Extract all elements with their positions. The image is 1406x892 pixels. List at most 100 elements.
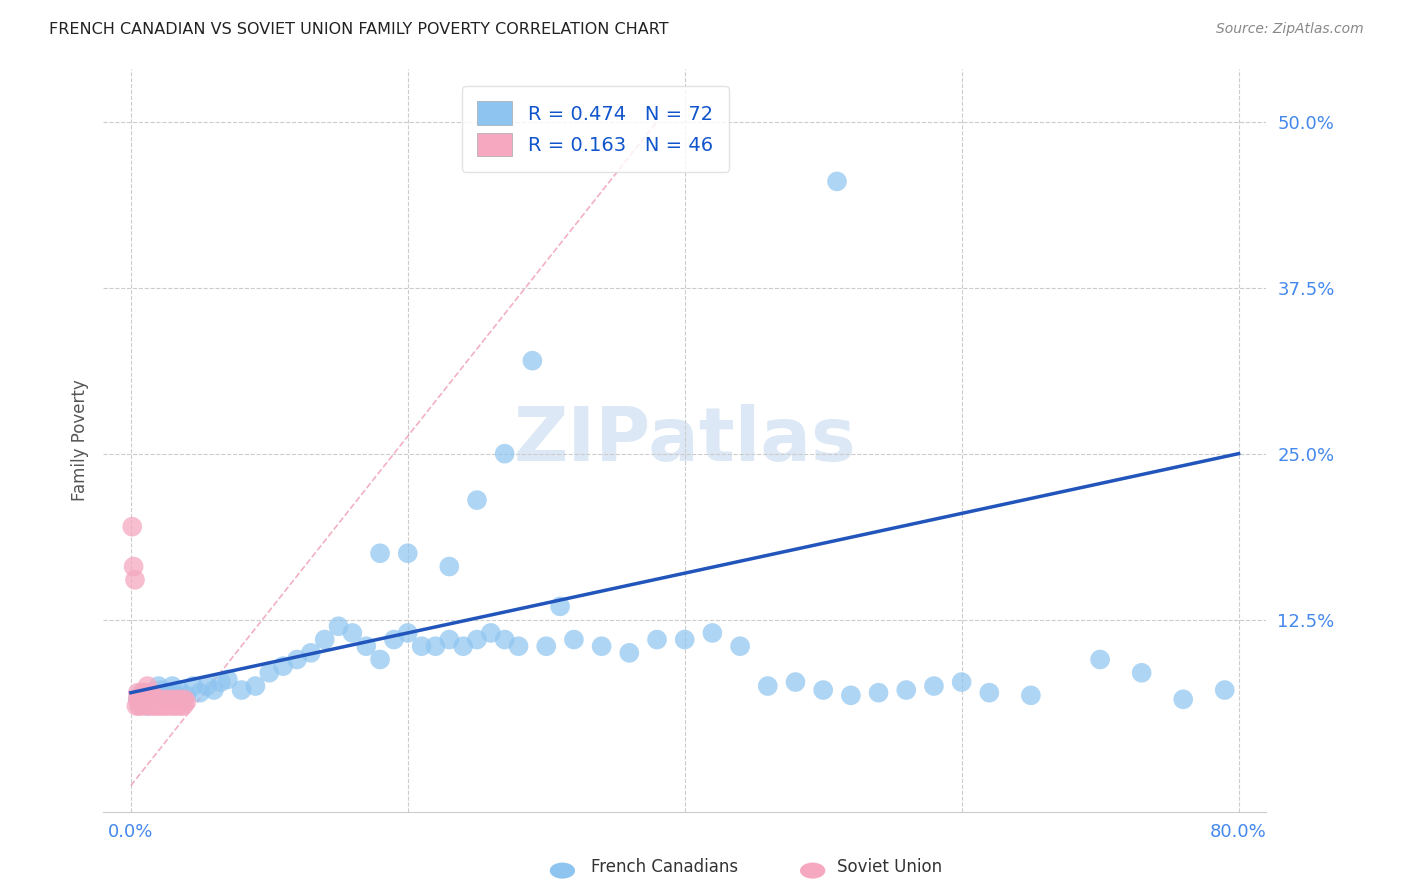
Point — [131, 692, 153, 706]
Point — [425, 639, 447, 653]
Point — [163, 698, 186, 713]
Point — [131, 686, 153, 700]
Point — [896, 683, 918, 698]
Point — [157, 695, 180, 709]
Point — [1130, 665, 1153, 680]
Point — [368, 546, 391, 560]
Point — [756, 679, 779, 693]
Point — [149, 692, 172, 706]
Point — [167, 695, 190, 709]
Point — [825, 174, 848, 188]
Point — [125, 698, 148, 713]
Point — [209, 675, 232, 690]
Point — [382, 632, 405, 647]
Point — [173, 692, 195, 706]
Point — [494, 632, 516, 647]
Point — [162, 679, 184, 693]
Point — [188, 686, 211, 700]
Point — [169, 683, 191, 698]
Point — [122, 559, 145, 574]
Point — [145, 698, 167, 713]
Point — [728, 639, 751, 653]
Point — [202, 683, 225, 698]
Point — [619, 646, 641, 660]
Point — [314, 632, 336, 647]
Point — [354, 639, 377, 653]
Point — [148, 679, 170, 693]
Text: FRENCH CANADIAN VS SOVIET UNION FAMILY POVERTY CORRELATION CHART: FRENCH CANADIAN VS SOVIET UNION FAMILY P… — [49, 22, 669, 37]
Point — [868, 686, 890, 700]
Text: Soviet Union: Soviet Union — [837, 858, 942, 876]
Point — [139, 698, 162, 713]
Point — [127, 686, 149, 700]
Point — [135, 698, 157, 713]
Point — [562, 632, 585, 647]
Point — [1019, 689, 1042, 703]
Point — [134, 689, 156, 703]
Point — [1213, 683, 1236, 698]
Point — [146, 695, 169, 709]
Point — [153, 698, 176, 713]
Point — [174, 689, 197, 703]
Point — [142, 698, 165, 713]
Point — [1088, 652, 1111, 666]
Point — [217, 673, 239, 687]
Point — [124, 573, 146, 587]
Point — [156, 698, 179, 713]
Point — [170, 698, 193, 713]
Point — [127, 692, 149, 706]
Point — [328, 619, 350, 633]
Point — [702, 626, 724, 640]
Point — [165, 692, 187, 706]
Point — [128, 698, 150, 713]
Point — [166, 698, 188, 713]
Point — [673, 632, 696, 647]
Point — [136, 698, 159, 713]
Point — [141, 686, 163, 700]
Point — [128, 692, 150, 706]
Point — [548, 599, 571, 614]
Point — [150, 683, 173, 698]
Point — [950, 675, 973, 690]
Point — [134, 692, 156, 706]
Point — [129, 698, 152, 713]
Point — [160, 698, 183, 713]
Point — [494, 447, 516, 461]
Point — [342, 626, 364, 640]
Point — [131, 686, 153, 700]
Point — [285, 652, 308, 666]
Point — [132, 689, 155, 703]
Point — [127, 692, 149, 706]
Point — [150, 698, 173, 713]
Point — [162, 695, 184, 709]
Point — [181, 679, 204, 693]
Point — [536, 639, 558, 653]
Text: ZIPatlas: ZIPatlas — [513, 404, 856, 477]
Point — [396, 546, 419, 560]
Point — [259, 665, 281, 680]
Y-axis label: Family Poverty: Family Poverty — [72, 379, 89, 501]
Point — [231, 683, 253, 698]
Point — [839, 689, 862, 703]
Point — [299, 646, 322, 660]
Point — [396, 626, 419, 640]
Point — [121, 519, 143, 533]
Point — [143, 692, 166, 706]
Text: Source: ZipAtlas.com: Source: ZipAtlas.com — [1216, 22, 1364, 37]
Point — [522, 353, 544, 368]
Point — [508, 639, 530, 653]
Point — [979, 686, 1001, 700]
Point — [138, 692, 160, 706]
Point — [170, 695, 193, 709]
Point — [159, 686, 181, 700]
Point — [439, 632, 461, 647]
Point — [195, 679, 218, 693]
Point — [135, 686, 157, 700]
Point — [465, 493, 488, 508]
Point — [152, 695, 174, 709]
Point — [245, 679, 267, 693]
Point — [922, 679, 945, 693]
Point — [136, 679, 159, 693]
Point — [141, 692, 163, 706]
Point — [169, 692, 191, 706]
